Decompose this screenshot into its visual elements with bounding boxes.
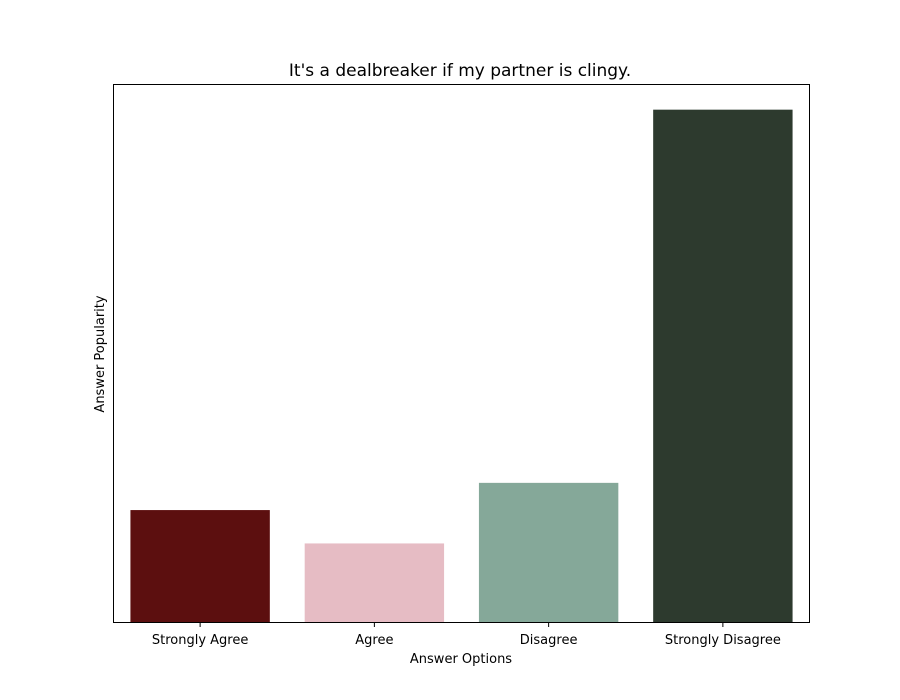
- x-tick-label: Disagree: [520, 633, 578, 648]
- x-axis-label: Answer Options: [410, 652, 512, 667]
- x-tick-label: Strongly Agree: [152, 633, 249, 648]
- x-tick-label: Agree: [355, 633, 393, 648]
- bar-strongly-disagree: [653, 109, 793, 624]
- bar-disagree: [478, 482, 619, 623]
- chart-title: It's a dealbreaker if my partner is clin…: [289, 61, 631, 81]
- bars-group: [130, 109, 793, 624]
- bar-strongly-agree: [130, 510, 270, 623]
- x-tick-label: Strongly Disagree: [665, 633, 781, 648]
- bar-agree: [304, 543, 445, 623]
- y-axis-label: Answer Popularity: [93, 295, 108, 412]
- x-ticks-group: Strongly Agree Agree Disagree Strongly Disa…: [152, 623, 781, 648]
- plot-frame: [113, 84, 810, 623]
